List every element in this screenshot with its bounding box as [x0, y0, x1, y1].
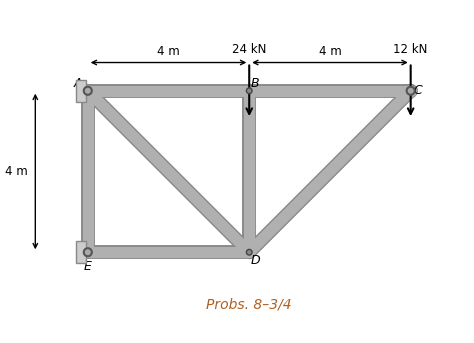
Text: B: B — [251, 77, 260, 90]
Text: E: E — [84, 260, 91, 273]
Text: 12 kN: 12 kN — [393, 44, 428, 57]
Text: D: D — [250, 254, 260, 267]
Circle shape — [246, 88, 252, 94]
Text: 4 m: 4 m — [319, 45, 341, 58]
Circle shape — [84, 87, 92, 95]
Text: 24 kN: 24 kN — [232, 44, 266, 57]
Text: 4 m: 4 m — [5, 165, 28, 178]
Bar — [76, 80, 86, 102]
Circle shape — [246, 249, 252, 255]
Bar — [76, 241, 86, 263]
Circle shape — [407, 87, 415, 95]
Text: C: C — [414, 84, 422, 97]
Text: Probs. 8–3/4: Probs. 8–3/4 — [206, 298, 292, 312]
Circle shape — [84, 248, 92, 256]
Text: A: A — [73, 77, 82, 90]
Text: 4 m: 4 m — [157, 45, 180, 58]
